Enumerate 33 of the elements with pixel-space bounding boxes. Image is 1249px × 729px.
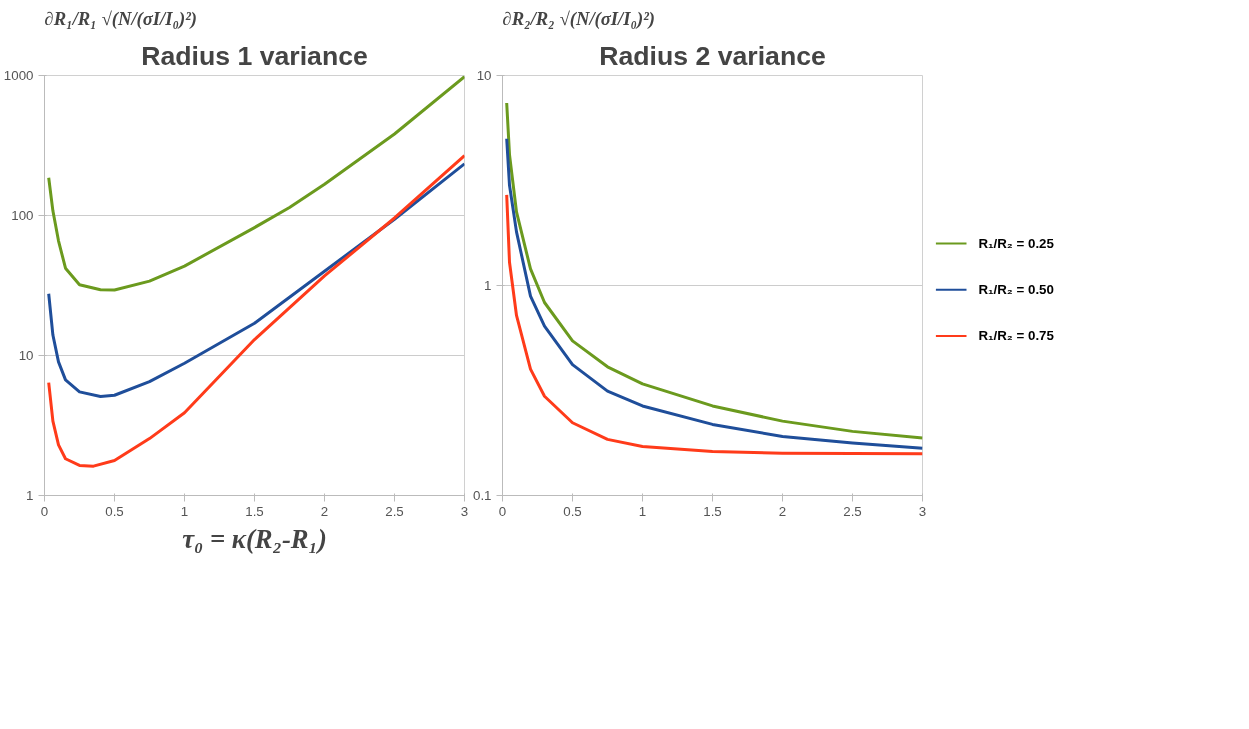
legend-label: R₁/R₂ = 0.25 <box>978 236 1055 251</box>
x-tick-label: 2.5 <box>385 503 404 519</box>
y-tick-label: 0.1 <box>472 488 492 503</box>
x-tick-label: 1 <box>638 503 647 519</box>
line-series <box>505 193 923 456</box>
y-tick-label: 1 <box>26 488 34 503</box>
x-tick-label: 2 <box>778 503 787 519</box>
x-tick-label: 0.5 <box>105 503 124 519</box>
y-tick-label: 10 <box>18 348 34 363</box>
x-tick-label: 2 <box>320 503 329 519</box>
line-series <box>47 154 465 468</box>
line-series <box>47 162 465 398</box>
x-tick-label: 1.5 <box>245 503 264 519</box>
chart-title: Radius 1 variance <box>141 40 368 71</box>
chart-title: Radius 2 variance <box>599 40 826 71</box>
legend-label: R₁/R₂ = 0.75 <box>978 328 1055 344</box>
y-axis-title: ∂R₂/R₂ √(N/(σI/I₀)²) <box>502 7 656 30</box>
x-tick-label: 3 <box>918 503 927 519</box>
x-tick-label: 1.5 <box>703 503 722 519</box>
x-tick-label: 0.5 <box>563 503 582 519</box>
y-axis-title: ∂R₁/R₁ √(N/(σI/I₀)²) <box>44 7 198 30</box>
y-tick-label: 100 <box>11 208 34 223</box>
y-tick-label: 10 <box>476 68 492 83</box>
x-tick-label: 3 <box>460 503 469 519</box>
x-tick-label: 2.5 <box>843 503 862 519</box>
x-tick-label: 1 <box>180 503 189 519</box>
y-tick-label: 1000 <box>3 68 34 83</box>
x-tick-label: 0 <box>498 503 507 519</box>
legend-label: R₁/R₂ = 0.50 <box>978 282 1054 298</box>
line-series <box>47 75 465 292</box>
y-tick-label: 1 <box>484 278 492 293</box>
x-tick-label: 0 <box>40 503 49 519</box>
x-axis-title: τ₀ = κ(R₂-R₁) <box>182 523 327 554</box>
